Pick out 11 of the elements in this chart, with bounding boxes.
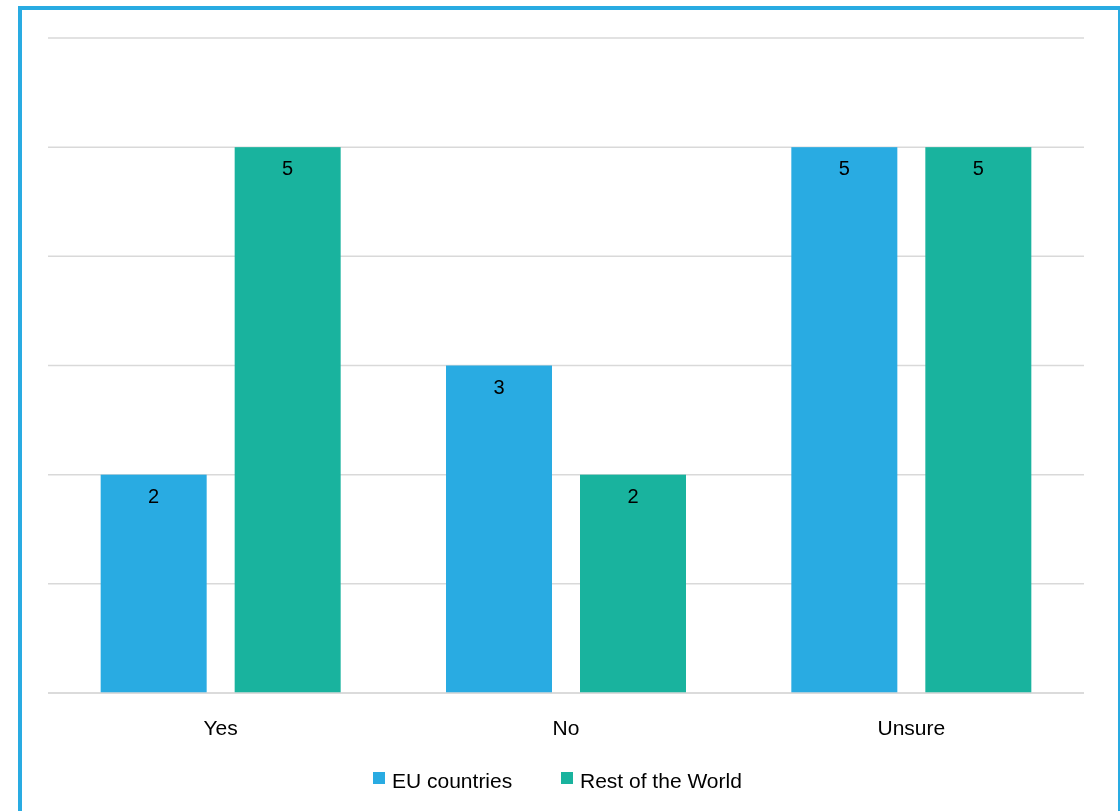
x-tick-label: Unsure (877, 716, 946, 739)
legend-label: Rest of the World (580, 769, 742, 792)
x-tick-label: No (552, 716, 580, 739)
data-label: 3 (493, 375, 505, 398)
data-label: 2 (627, 484, 639, 507)
data-label: 2 (148, 484, 160, 507)
x-tick-label: Yes (203, 716, 238, 739)
data-label: 5 (282, 157, 294, 180)
data-label: 5 (972, 157, 984, 180)
legend-label: EU countries (392, 769, 513, 792)
data-label: 5 (838, 157, 850, 180)
